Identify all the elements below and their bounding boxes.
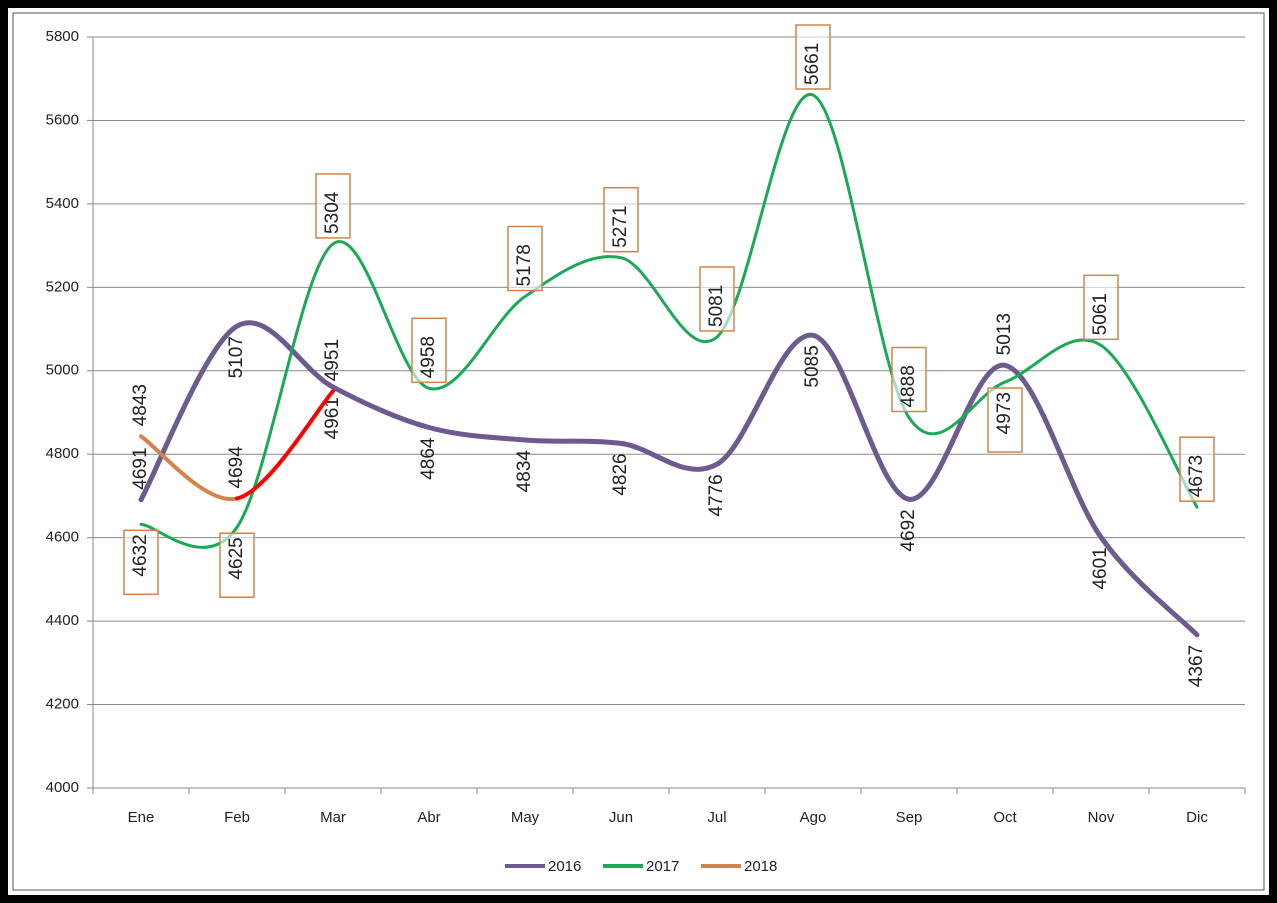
y-tick-label: 5200	[46, 278, 79, 295]
series-line	[138, 320, 1200, 638]
x-tick-label: Jun	[609, 809, 633, 826]
data-label: 5304	[322, 191, 343, 234]
x-tick-label: Oct	[993, 809, 1017, 826]
data-label-box	[219, 532, 255, 598]
data-label: 5271	[610, 205, 631, 247]
y-tick-label: 4800	[46, 445, 79, 462]
x-tick-label: Ago	[800, 809, 827, 826]
data-label: 4961	[322, 397, 343, 439]
x-tick-label: Abr	[417, 809, 440, 826]
data-label: 4973	[994, 392, 1015, 434]
data-label-box	[699, 266, 735, 332]
y-tick-label: 4600	[46, 529, 79, 546]
x-tick-label: Ene	[128, 809, 155, 826]
data-label-box	[1083, 274, 1119, 341]
series-line	[139, 434, 239, 501]
data-label-box	[1179, 436, 1215, 502]
data-label-box	[411, 317, 447, 384]
data-label: 4632	[130, 534, 151, 576]
legend-label: 2017	[646, 858, 679, 875]
data-label: 4834	[514, 450, 535, 493]
data-label: 4958	[418, 336, 439, 378]
y-tick-label: 4200	[46, 696, 79, 713]
data-label-box	[987, 387, 1023, 453]
data-label: 4776	[706, 474, 727, 516]
x-tick-label: Feb	[224, 809, 250, 826]
y-tick-label: 4400	[46, 612, 79, 629]
data-label: 4888	[898, 365, 919, 407]
y-tick-label: 5400	[46, 195, 79, 212]
data-label: 5178	[514, 244, 535, 286]
data-label: 4625	[226, 537, 247, 579]
x-tick-label: Mar	[320, 809, 346, 826]
data-label: 4694	[226, 446, 247, 489]
x-tick-label: Sep	[896, 809, 923, 826]
data-label: 4826	[610, 453, 631, 495]
data-label: 4367	[1186, 645, 1207, 687]
data-label: 5661	[802, 43, 823, 85]
inner-frame	[12, 12, 1265, 891]
y-tick-label: 5800	[46, 28, 79, 45]
data-label: 4673	[1186, 455, 1207, 497]
x-tick-label: May	[511, 809, 540, 826]
data-label: 4601	[1090, 547, 1111, 589]
x-tick-label: Nov	[1088, 809, 1115, 826]
data-label-box	[123, 529, 159, 596]
y-tick-label: 5000	[46, 362, 79, 379]
data-label-box	[507, 225, 543, 292]
data-label: 5107	[226, 336, 247, 378]
data-label-box	[891, 346, 927, 413]
y-tick-label: 4000	[46, 779, 79, 796]
data-label: 5061	[1090, 293, 1111, 335]
data-label: 5085	[802, 345, 823, 387]
data-label: 4691	[130, 447, 151, 489]
data-label-box	[603, 186, 639, 253]
x-tick-label: Jul	[707, 809, 726, 826]
legend-label: 2016	[548, 858, 581, 875]
data-label: 5013	[994, 313, 1015, 355]
series-line	[235, 389, 335, 501]
legend-label: 2018	[744, 858, 777, 875]
data-label: 4951	[322, 339, 343, 381]
data-label-box	[315, 173, 351, 239]
x-tick-label: Dic	[1186, 809, 1208, 826]
data-label: 4864	[418, 437, 439, 480]
data-label: 4843	[130, 384, 151, 426]
y-tick-label: 5600	[46, 111, 79, 128]
data-label: 5081	[706, 285, 727, 327]
data-label: 4692	[898, 509, 919, 551]
series-line	[139, 93, 1199, 549]
data-label-box	[795, 24, 831, 90]
